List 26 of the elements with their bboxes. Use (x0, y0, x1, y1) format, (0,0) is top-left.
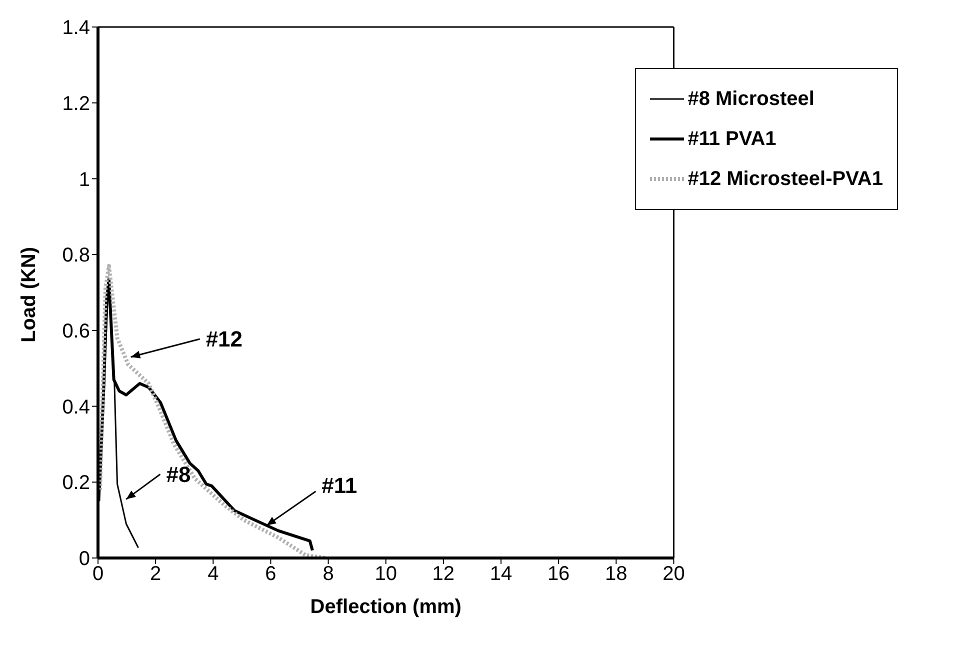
y-axis-title: Load (KN) (18, 246, 40, 342)
legend-label: #11 PVA1 (688, 127, 776, 152)
x-tick-label: 4 (208, 563, 219, 586)
x-axis-title: Deflection (mm) (310, 596, 462, 618)
legend-label: #8 Microsteel (688, 87, 814, 112)
annotation: #8 (166, 462, 191, 487)
x-tick-label: 14 (490, 563, 512, 586)
y-tick-label: 1.4 (62, 17, 90, 40)
x-tick-label: 6 (265, 563, 276, 586)
x-tick-label: 20 (662, 563, 685, 586)
y-tick-label: 0.4 (62, 396, 90, 418)
y-tick-label: 1 (78, 168, 90, 191)
legend-label: #12 Microsteel-PVA1 (688, 167, 883, 192)
x-tick-label: 18 (605, 563, 628, 586)
x-tick-label: 10 (374, 563, 397, 586)
y-tick-label: 0.6 (62, 320, 90, 343)
annotation: #12 (206, 326, 243, 352)
x-tick-label: 16 (547, 563, 570, 586)
annotation: #11 (322, 473, 358, 498)
x-tick-label: 2 (150, 563, 162, 586)
y-tick-label: 1.2 (62, 92, 90, 115)
x-tick-label: 8 (322, 563, 334, 586)
y-tick-label: 0.2 (62, 472, 90, 494)
x-tick-label: 12 (432, 563, 455, 586)
y-tick-label: 0 (78, 548, 90, 570)
y-tick-label: 0.8 (62, 244, 90, 267)
